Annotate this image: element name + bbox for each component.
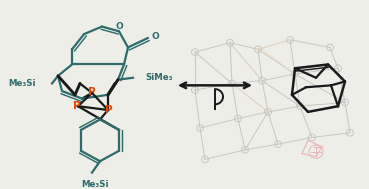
Text: O: O [151, 33, 159, 41]
Text: P: P [88, 87, 96, 97]
Text: Me₃Si: Me₃Si [8, 79, 36, 88]
Text: O: O [115, 22, 123, 31]
Text: P: P [73, 101, 81, 111]
Text: Me₃Si: Me₃Si [81, 180, 109, 189]
Text: SiMe₃: SiMe₃ [145, 73, 172, 82]
Text: P: P [105, 105, 113, 115]
